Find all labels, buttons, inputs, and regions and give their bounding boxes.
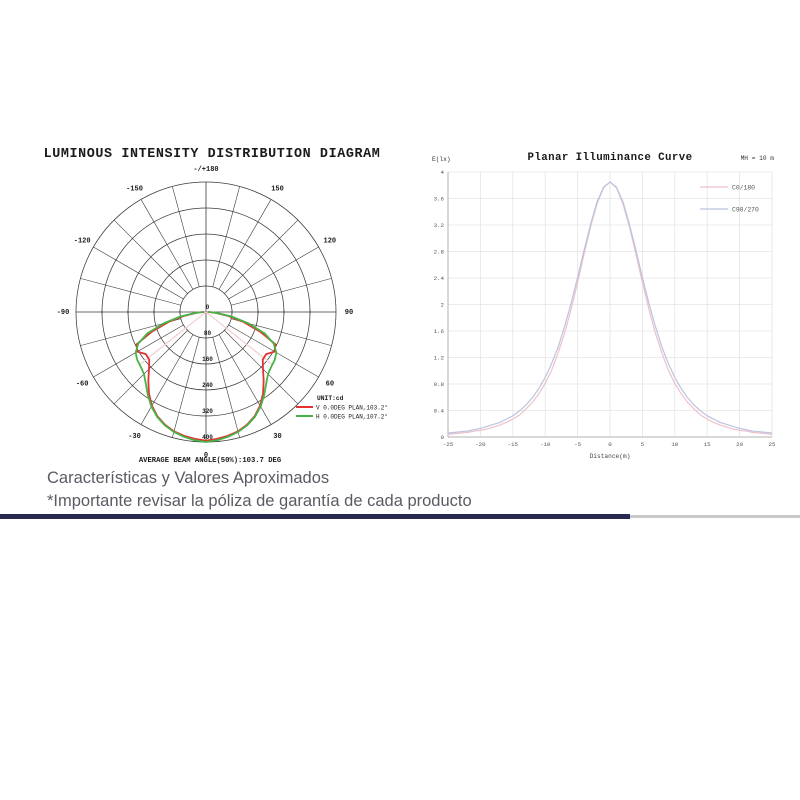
x-tick-label: -5	[574, 441, 581, 448]
x-tick-label: 15	[704, 441, 711, 448]
illuminance-legend-label-c0: C0/180	[732, 185, 755, 192]
polar-angle-label: 60	[326, 381, 334, 389]
polar-radial-label: 0	[206, 304, 210, 311]
polar-angle-label: 90	[345, 309, 353, 317]
y-tick-label: 0.4	[434, 408, 445, 415]
beam-angle-line	[205, 311, 274, 366]
illuminance-legend: C0/180 C90/270	[700, 185, 759, 214]
x-tick-label: -10	[540, 441, 551, 448]
polar-legend-label-h: H 0.0DEG PLAN,107.2°	[316, 414, 388, 421]
x-tick-label: 20	[736, 441, 743, 448]
footer-notes: Características y Valores Aproximados *I…	[47, 467, 472, 513]
illuminance-legend-label-c90: C90/270	[732, 207, 759, 214]
polar-radial-label: 320	[202, 408, 213, 415]
polar-angle-label: -150	[126, 185, 143, 193]
illuminance-corner-label: MH = 10 m	[741, 155, 775, 162]
polar-angle-label: 0	[204, 452, 208, 460]
y-tick-label: 0.8	[434, 381, 445, 388]
footer-line-1: Características y Valores Aproximados	[47, 469, 330, 487]
polar-legend-unit: UNIT:cd	[317, 395, 344, 402]
luminous-intensity-figure: LUMINOUS INTENSITY DISTRIBUTION DIAGRAM …	[40, 140, 420, 470]
x-tick-label: -15	[508, 441, 519, 448]
divider-primary-segment	[0, 514, 630, 519]
polar-angle-label: -30	[128, 433, 141, 441]
divider-bar	[0, 514, 800, 520]
polar-legend-label-v: V 0.0DEG PLAN,103.2°	[316, 405, 388, 412]
y-tick-label: 1.2	[434, 355, 445, 362]
polar-radial-label: 160	[202, 356, 213, 363]
illuminance-chart-svg: Planar Illuminance Curve E(lx) MH = 10 m…	[432, 152, 776, 460]
x-tick-label: -25	[443, 441, 454, 448]
polar-angle-label: -90	[57, 309, 70, 317]
y-tick-label: 2	[441, 302, 445, 309]
y-tick-label: 4	[441, 169, 445, 176]
c90-270-curve	[447, 181, 773, 434]
illuminance-xlabel: Distance(m)	[590, 453, 631, 460]
h-plane-curve	[134, 311, 278, 443]
x-tick-label: 25	[769, 441, 776, 448]
footer-line-2: *Importante revisar la póliza de garantí…	[47, 492, 472, 510]
x-tick-label: 10	[671, 441, 678, 448]
y-tick-label: 3.6	[434, 196, 445, 203]
polar-legend: UNIT:cd V 0.0DEG PLAN,103.2° H 0.0DEG PL…	[296, 395, 388, 421]
y-tick-label: 0	[441, 434, 445, 441]
polar-radial-label: 240	[202, 382, 213, 389]
polar-title: LUMINOUS INTENSITY DISTRIBUTION DIAGRAM	[44, 147, 381, 162]
polar-chart-svg: LUMINOUS INTENSITY DISTRIBUTION DIAGRAM …	[44, 147, 388, 465]
polar-plot-area: -/+180 150 120 90 60 30 0 -30 -60 -90 -120 -150 0 80 1…	[57, 166, 354, 460]
polar-angle-label: 150	[271, 185, 284, 193]
v-plane-curve	[135, 311, 277, 442]
illuminance-grid	[447, 171, 773, 438]
illuminance-plot-area: -25 -20 -15 -10 -5 0 5 10 15 20 25 0 0.4 0.8 1.2 1.6 2 2.…	[434, 169, 776, 448]
divider-secondary-segment	[630, 515, 800, 518]
polar-angle-label: -60	[76, 381, 89, 389]
beam-angle-line	[138, 311, 207, 366]
polar-angle-label: -120	[74, 238, 91, 246]
illuminance-title: Planar Illuminance Curve	[527, 152, 692, 164]
polar-radial-label: 400	[202, 434, 213, 441]
y-tick-label: 2.8	[434, 249, 445, 256]
planar-illuminance-figure: Planar Illuminance Curve E(lx) MH = 10 m…	[424, 146, 784, 466]
x-tick-label: -20	[475, 441, 486, 448]
polar-radial-label: 80	[204, 330, 212, 337]
polar-angle-label: -/+180	[193, 166, 218, 174]
x-tick-label: 5	[641, 441, 645, 448]
y-tick-label: 2.4	[434, 275, 445, 282]
illuminance-ylabel: E(lx)	[432, 156, 451, 163]
polar-angle-label: 120	[324, 238, 337, 246]
y-tick-label: 1.6	[434, 328, 445, 335]
x-tick-label: 0	[608, 441, 612, 448]
y-tick-label: 3.2	[434, 222, 445, 229]
polar-average-beam-angle-text: AVERAGE BEAM ANGLE(50%):103.7 DEG	[139, 457, 281, 465]
polar-angle-label: 30	[273, 433, 281, 441]
